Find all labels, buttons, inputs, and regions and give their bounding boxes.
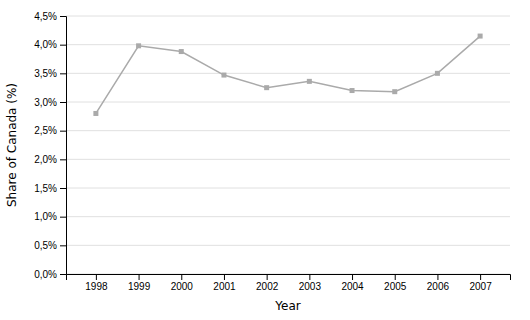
y-tick: 2,5% bbox=[34, 125, 66, 136]
x-tick: 2000 bbox=[171, 274, 194, 292]
y-tick: 3,5% bbox=[34, 68, 66, 79]
marker bbox=[392, 89, 397, 94]
y-tick: 4,0% bbox=[34, 39, 66, 50]
chart: 1998 1999 2000 2001 2002 2003 2004 2005 2006 2007… bbox=[0, 0, 530, 320]
y-tick: 1,5% bbox=[34, 183, 66, 194]
y-tick: 2,0% bbox=[34, 154, 66, 165]
y-tick-label: 2,5% bbox=[34, 125, 57, 136]
x-tick-mark bbox=[139, 274, 140, 280]
x-tick: 2004 bbox=[341, 274, 364, 292]
x-tick: 2001 bbox=[213, 274, 236, 292]
x-tick-label: 2006 bbox=[427, 281, 450, 292]
y-tick-mark bbox=[60, 102, 66, 103]
x-tick-label: 2000 bbox=[171, 281, 194, 292]
y-tick-mark bbox=[60, 16, 66, 17]
x-tick-label: 1998 bbox=[85, 281, 108, 292]
x-tick-label: 2002 bbox=[256, 281, 279, 292]
marker bbox=[435, 71, 440, 76]
marker bbox=[136, 43, 141, 48]
grid-line bbox=[66, 16, 510, 17]
x-tick: 2003 bbox=[299, 274, 322, 292]
x-tick-label: 2001 bbox=[213, 281, 236, 292]
x-tick: 1999 bbox=[128, 274, 151, 292]
x-axis-line bbox=[67, 275, 511, 281]
y-tick-label: 0,0% bbox=[34, 269, 57, 280]
grid-line bbox=[66, 73, 510, 74]
y-tick-label: 1,5% bbox=[34, 183, 57, 194]
x-tick: 1998 bbox=[85, 274, 108, 292]
y-tick: 3,0% bbox=[34, 97, 66, 108]
grid-line bbox=[66, 216, 510, 217]
y-tick: 1,0% bbox=[34, 211, 66, 222]
grid-line bbox=[66, 102, 510, 103]
x-tick-mark bbox=[181, 274, 182, 280]
y-tick-mark bbox=[60, 217, 66, 218]
x-tick-mark bbox=[267, 274, 268, 280]
x-tick-label: 2005 bbox=[384, 281, 407, 292]
y-tick: 0,5% bbox=[34, 240, 66, 251]
x-tick-label: 2003 bbox=[299, 281, 322, 292]
grid-line bbox=[66, 188, 510, 189]
y-tick-label: 4,0% bbox=[34, 39, 57, 50]
y-tick-label: 1,0% bbox=[34, 211, 57, 222]
x-tick-mark bbox=[395, 274, 396, 280]
x-tick-mark bbox=[224, 274, 225, 280]
y-tick-mark bbox=[60, 159, 66, 160]
y-tick-label: 3,5% bbox=[34, 68, 57, 79]
x-axis-title: Year bbox=[274, 299, 300, 313]
grid-line bbox=[66, 44, 510, 45]
x-tick: 2007 bbox=[469, 274, 492, 292]
grid bbox=[66, 16, 510, 274]
marker bbox=[221, 73, 226, 78]
marker bbox=[478, 34, 483, 39]
y-tick-label: 4,5% bbox=[34, 11, 57, 22]
y-tick-label: 3,0% bbox=[34, 97, 57, 108]
x-tick-mark bbox=[309, 274, 310, 280]
x-tick-label: 1999 bbox=[128, 281, 151, 292]
line bbox=[96, 36, 480, 113]
y-tick-mark bbox=[60, 45, 66, 46]
y-tick-mark bbox=[60, 131, 66, 132]
x-tick: 2005 bbox=[384, 274, 407, 292]
marker bbox=[350, 88, 355, 93]
plot: 1998 1999 2000 2001 2002 2003 2004 2005 2006 2007… bbox=[34, 11, 510, 292]
marker bbox=[179, 49, 184, 54]
y-axis: 0,0% 0,5% 1,0% 1,5% 2,0% 2,5% 3,0% 3,5% 4,0% 4,5% bbox=[34, 11, 66, 280]
x-tick-mark bbox=[96, 274, 97, 280]
x-axis: 1998 1999 2000 2001 2002 2003 2004 2005 2006 2007 bbox=[67, 274, 511, 292]
x-tick-mark bbox=[480, 274, 481, 280]
x-tick: 2002 bbox=[256, 274, 279, 292]
marker bbox=[264, 85, 269, 90]
x-tick-mark bbox=[437, 274, 438, 280]
y-axis-title: Share of Canada (%) bbox=[5, 83, 19, 207]
series bbox=[93, 34, 482, 116]
marker bbox=[307, 79, 312, 84]
y-tick: 4,5% bbox=[34, 11, 66, 22]
y-tick-label: 0,5% bbox=[34, 240, 57, 251]
y-axis-line bbox=[60, 17, 67, 275]
x-tick-label: 2004 bbox=[341, 281, 364, 292]
x-tick-label: 2007 bbox=[469, 281, 492, 292]
y-tick-mark bbox=[60, 274, 66, 275]
x-tick: 2006 bbox=[427, 274, 450, 292]
grid-line bbox=[66, 130, 510, 131]
y-tick-mark bbox=[60, 73, 66, 74]
y-tick: 0,0% bbox=[34, 269, 66, 280]
y-tick-mark bbox=[60, 245, 66, 246]
y-tick-mark bbox=[60, 188, 66, 189]
grid-line bbox=[66, 159, 510, 160]
y-tick-label: 2,0% bbox=[34, 154, 57, 165]
marker bbox=[93, 111, 98, 116]
x-tick-mark bbox=[352, 274, 353, 280]
grid-line bbox=[66, 245, 510, 246]
